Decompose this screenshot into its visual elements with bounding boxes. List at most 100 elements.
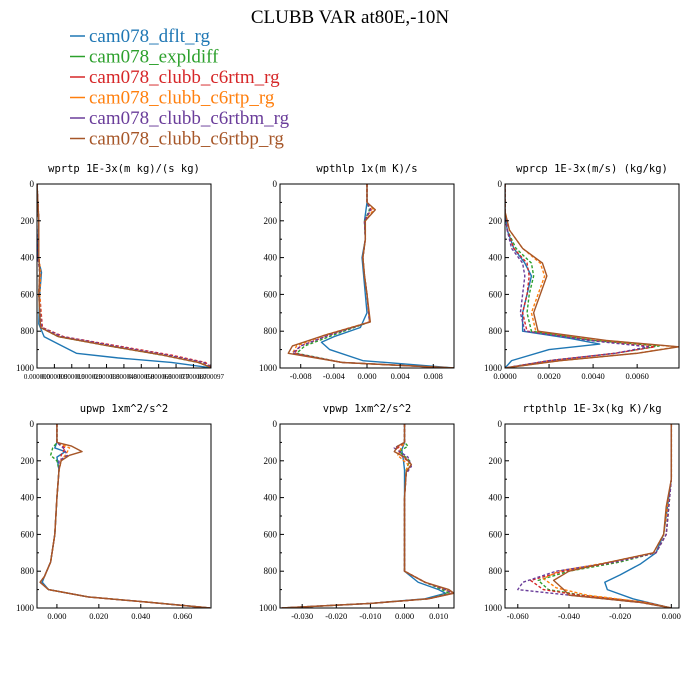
plot-frame xyxy=(36,183,212,369)
series-line xyxy=(529,424,673,608)
y-tick-label: 0 xyxy=(30,419,35,429)
x-tick-label: 0.000 xyxy=(357,371,376,381)
y-tick-label: 1000 xyxy=(484,603,503,613)
series-line xyxy=(37,184,211,368)
x-tick-label: 0.0000 xyxy=(493,371,516,381)
panel-5: vpwp 1xm^2/s^2 0 200 400 600 800 1000 -0.030 -0.… xyxy=(259,403,455,621)
y-tick-label: 1000 xyxy=(259,363,278,373)
legend-entry: cam078_clubb_c6rtbp_rg xyxy=(89,129,284,150)
y-tick-label: 0 xyxy=(498,419,503,429)
y-tick-label: 600 xyxy=(264,529,278,539)
x-tick-label: 0.000029 xyxy=(76,373,103,381)
x-tick-label: 0.000048 xyxy=(111,373,138,381)
y-tick-label: 200 xyxy=(489,456,503,466)
series-line xyxy=(505,184,649,368)
y-tick-label: 600 xyxy=(264,289,278,299)
x-tick-label: 0.000 xyxy=(47,611,66,621)
y-tick-label: 800 xyxy=(264,566,278,576)
panel-title: rtpthlp 1E-3x(kg K)/kg xyxy=(522,403,661,415)
series-line xyxy=(37,184,211,368)
y-tick-label: 200 xyxy=(264,216,278,226)
y-tick-label: 200 xyxy=(489,216,503,226)
series-line xyxy=(287,184,454,368)
legend-entry: cam078_dflt_rg xyxy=(89,26,211,47)
y-tick-label: 400 xyxy=(489,253,503,263)
y-tick-label: 800 xyxy=(21,326,35,336)
legend-entry: cam078_clubb_c6rtp_rg xyxy=(89,88,275,109)
x-tick-label: 0.000097 xyxy=(198,373,225,381)
y-tick-label: 0 xyxy=(498,179,503,189)
x-tick-label: 0.0040 xyxy=(581,371,604,381)
series-line xyxy=(542,424,673,608)
plot-frame xyxy=(279,423,455,609)
y-tick-label: 1000 xyxy=(16,363,35,373)
series-line xyxy=(517,424,673,608)
x-tick-label: -0.040 xyxy=(558,611,580,621)
panel-4: upwp 1xm^2/s^2 0 200 400 600 800 1000 0.000 0.02… xyxy=(16,403,212,621)
y-tick-label: 400 xyxy=(264,253,278,263)
y-tick-label: 400 xyxy=(264,493,278,503)
y-tick-label: 600 xyxy=(489,289,503,299)
panel-1: wprtp 1E-3x(m kg)/(s kg) 0 200 400 600 800 100… xyxy=(16,163,224,381)
y-tick-label: 800 xyxy=(264,326,278,336)
y-tick-label: 600 xyxy=(21,289,35,299)
x-tick-label: 0.000009 xyxy=(41,373,68,381)
series-line xyxy=(291,184,454,368)
y-tick-label: 200 xyxy=(264,456,278,466)
plot-frame xyxy=(279,183,455,369)
y-tick-label: 600 xyxy=(21,529,35,539)
panel-2: wpthlp 1x(m K)/s 0 200 400 600 800 1000 -0.008 -… xyxy=(259,163,455,381)
x-tick-label: 0.004 xyxy=(391,371,411,381)
x-tick-label: 0.020 xyxy=(89,611,108,621)
series-line xyxy=(505,184,656,368)
x-tick-label: 0.000 xyxy=(662,611,681,621)
x-tick-label: -0.010 xyxy=(359,611,381,621)
x-tick-label: 0.008 xyxy=(424,371,443,381)
x-tick-label: -0.008 xyxy=(290,371,312,381)
legend-entry: cam078_clubb_c6rtbm_rg xyxy=(89,108,290,129)
y-tick-label: 800 xyxy=(489,566,503,576)
x-tick-label: 0.0020 xyxy=(537,371,560,381)
series-line xyxy=(281,424,453,608)
series-line xyxy=(293,184,454,368)
x-tick-label: 0.010 xyxy=(429,611,448,621)
series-line xyxy=(320,184,454,368)
x-tick-label: -0.030 xyxy=(291,611,313,621)
series-line xyxy=(604,424,673,608)
x-tick-label: 0.000068 xyxy=(146,373,173,381)
y-tick-label: 400 xyxy=(21,253,35,263)
x-tick-label: 0.000019 xyxy=(59,373,86,381)
y-tick-label: 800 xyxy=(489,326,503,336)
series-line xyxy=(505,184,601,368)
y-tick-label: 200 xyxy=(21,216,35,226)
x-tick-label: 0.000077 xyxy=(163,373,190,381)
series-line xyxy=(39,424,211,608)
figure-title: CLUBB VAR at80E,-10N xyxy=(251,7,450,28)
y-tick-label: 400 xyxy=(21,493,35,503)
y-tick-label: 1000 xyxy=(259,603,278,613)
series-line xyxy=(37,184,211,368)
y-tick-label: 400 xyxy=(489,493,503,503)
y-tick-label: 600 xyxy=(489,529,503,539)
legend-entry: cam078_expldiff xyxy=(89,47,219,68)
x-tick-label: -0.020 xyxy=(609,611,631,621)
y-tick-label: 1000 xyxy=(16,603,35,613)
panel-title: vpwp 1xm^2/s^2 xyxy=(323,403,412,415)
panel-6: rtpthlp 1E-3x(kg K)/kg02004006008001000-… xyxy=(484,403,681,621)
series-line xyxy=(281,424,454,608)
panel-title: wprtp 1E-3x(m kg)/(s kg) xyxy=(48,163,200,175)
series-line xyxy=(39,424,211,608)
y-tick-label: 200 xyxy=(21,456,35,466)
x-tick-label: 0.060 xyxy=(173,611,192,621)
series-line xyxy=(537,424,673,608)
x-tick-label: 0.000038 xyxy=(93,373,120,381)
series-line xyxy=(552,424,673,608)
y-tick-label: 800 xyxy=(21,566,35,576)
panel-title: upwp 1xm^2/s^2 xyxy=(80,403,169,415)
y-tick-label: 0 xyxy=(273,179,278,189)
x-tick-label: -0.060 xyxy=(507,611,529,621)
x-tick-label: 0.000087 xyxy=(180,373,207,381)
series-line xyxy=(37,184,211,368)
